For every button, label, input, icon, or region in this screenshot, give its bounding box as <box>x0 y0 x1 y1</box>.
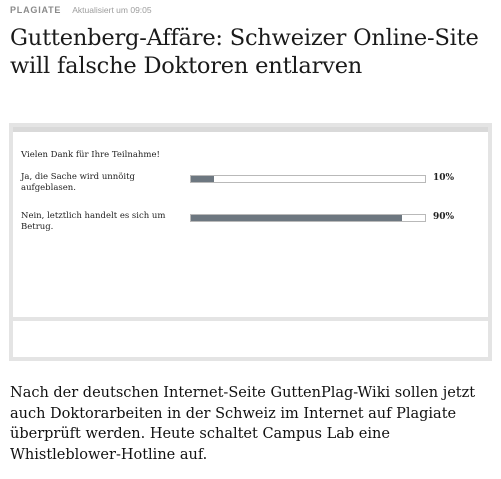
poll-result-percent: 10% <box>433 173 455 183</box>
poll-result-percent: 90% <box>433 212 455 222</box>
poll-option-label: Nein, letztlich handelt es sich um Betru… <box>21 211 166 232</box>
poll-result-bar <box>190 214 426 222</box>
poll-divider <box>13 317 488 321</box>
section-kicker[interactable]: PLAGIATE <box>10 5 62 15</box>
poll-result-bar <box>190 175 426 183</box>
poll-widget: Vielen Dank für Ihre Teilnahme! Ja, die … <box>9 123 492 361</box>
article-headline: Guttenberg-Affäre: Schweizer Online-Site… <box>10 25 479 79</box>
updated-timestamp: Aktualisiert um 09:05 <box>72 5 152 15</box>
poll-result-bar-fill <box>191 215 402 221</box>
poll-top-border <box>13 127 488 132</box>
poll-thanks-message: Vielen Dank für Ihre Teilnahme! <box>21 150 160 160</box>
poll-result-bar-fill <box>191 176 215 182</box>
article-lead-paragraph: Nach der deutschen Internet-Seite Gutten… <box>10 385 476 463</box>
article-meta-bar: PLAGIATE Aktualisiert um 09:05 <box>10 3 152 17</box>
poll-option-label: Ja, die Sache wird unnöitg aufgeblasen. <box>21 172 135 193</box>
